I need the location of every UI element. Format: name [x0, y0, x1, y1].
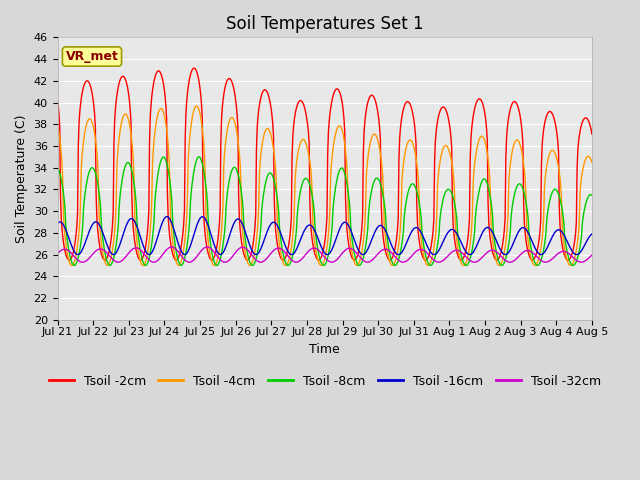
Tsoil -16cm	[317, 243, 325, 249]
Tsoil -8cm	[194, 155, 202, 160]
Tsoil -4cm	[369, 132, 377, 138]
Tsoil -2cm	[422, 257, 429, 263]
Tsoil -16cm	[163, 214, 170, 219]
Tsoil -8cm	[570, 263, 577, 268]
Tsoil -2cm	[369, 93, 377, 99]
Tsoil -8cm	[317, 259, 325, 265]
Tsoil -16cm	[422, 240, 429, 245]
Tsoil -2cm	[195, 76, 202, 82]
Tsoil -16cm	[588, 231, 596, 237]
X-axis label: Time: Time	[309, 343, 340, 356]
Tsoil -2cm	[54, 97, 61, 103]
Tsoil -2cm	[588, 131, 596, 137]
Tsoil -32cm	[578, 259, 586, 265]
Title: Soil Temperatures Set 1: Soil Temperatures Set 1	[226, 15, 424, 33]
Tsoil -4cm	[422, 260, 429, 265]
Line: Tsoil -2cm: Tsoil -2cm	[58, 68, 592, 260]
Tsoil -32cm	[588, 252, 596, 258]
Tsoil -8cm	[171, 240, 179, 245]
Tsoil -32cm	[422, 249, 429, 254]
Line: Tsoil -4cm: Tsoil -4cm	[58, 106, 592, 265]
Tsoil -8cm	[369, 182, 377, 188]
Tsoil -16cm	[540, 250, 548, 256]
Tsoil -2cm	[564, 257, 572, 263]
Tsoil -4cm	[566, 263, 574, 268]
Line: Tsoil -32cm: Tsoil -32cm	[58, 247, 592, 262]
Tsoil -4cm	[171, 253, 179, 259]
Tsoil -2cm	[171, 256, 179, 262]
Tsoil -4cm	[588, 159, 596, 165]
Tsoil -4cm	[317, 263, 325, 268]
Line: Tsoil -8cm: Tsoil -8cm	[58, 157, 592, 265]
Tsoil -16cm	[195, 218, 202, 224]
Line: Tsoil -16cm: Tsoil -16cm	[58, 216, 592, 254]
Tsoil -2cm	[317, 255, 325, 261]
Tsoil -2cm	[190, 65, 198, 71]
Text: VR_met: VR_met	[65, 50, 118, 63]
Tsoil -32cm	[195, 252, 202, 257]
Y-axis label: Soil Temperature (C): Soil Temperature (C)	[15, 114, 28, 243]
Tsoil -4cm	[195, 106, 202, 111]
Tsoil -16cm	[369, 234, 377, 240]
Tsoil -8cm	[195, 154, 203, 160]
Legend: Tsoil -2cm, Tsoil -4cm, Tsoil -8cm, Tsoil -16cm, Tsoil -32cm: Tsoil -2cm, Tsoil -4cm, Tsoil -8cm, Tsoi…	[44, 370, 606, 393]
Tsoil -32cm	[540, 259, 548, 265]
Tsoil -4cm	[193, 103, 200, 109]
Tsoil -32cm	[172, 246, 179, 252]
Tsoil -16cm	[573, 252, 580, 257]
Tsoil -32cm	[168, 244, 175, 250]
Tsoil -8cm	[540, 246, 548, 252]
Tsoil -2cm	[540, 126, 548, 132]
Tsoil -32cm	[369, 256, 377, 262]
Tsoil -4cm	[540, 213, 548, 219]
Tsoil -16cm	[172, 232, 179, 238]
Tsoil -8cm	[422, 253, 429, 259]
Tsoil -32cm	[317, 250, 325, 256]
Tsoil -8cm	[588, 192, 596, 198]
Tsoil -4cm	[54, 123, 61, 129]
Tsoil -8cm	[54, 166, 61, 171]
Tsoil -32cm	[54, 251, 61, 256]
Tsoil -16cm	[54, 221, 61, 227]
